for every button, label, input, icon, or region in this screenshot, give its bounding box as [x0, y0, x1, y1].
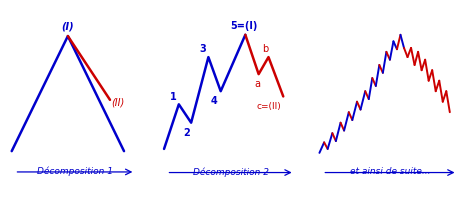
- Text: 5=(I): 5=(I): [230, 21, 257, 31]
- Text: b: b: [263, 45, 269, 54]
- Text: 4: 4: [211, 97, 217, 106]
- Text: 3: 3: [200, 45, 206, 54]
- Text: 1: 1: [170, 92, 177, 102]
- Text: 2: 2: [183, 128, 190, 138]
- Text: Décomposition 2: Décomposition 2: [192, 167, 269, 177]
- Text: et ainsi de suite...: et ainsi de suite...: [350, 167, 430, 176]
- Text: (I): (I): [62, 22, 74, 32]
- Text: (II): (II): [111, 98, 124, 108]
- Text: c=(II): c=(II): [256, 102, 281, 111]
- Text: Décomposition 1: Décomposition 1: [37, 166, 113, 176]
- Text: a: a: [255, 79, 261, 89]
